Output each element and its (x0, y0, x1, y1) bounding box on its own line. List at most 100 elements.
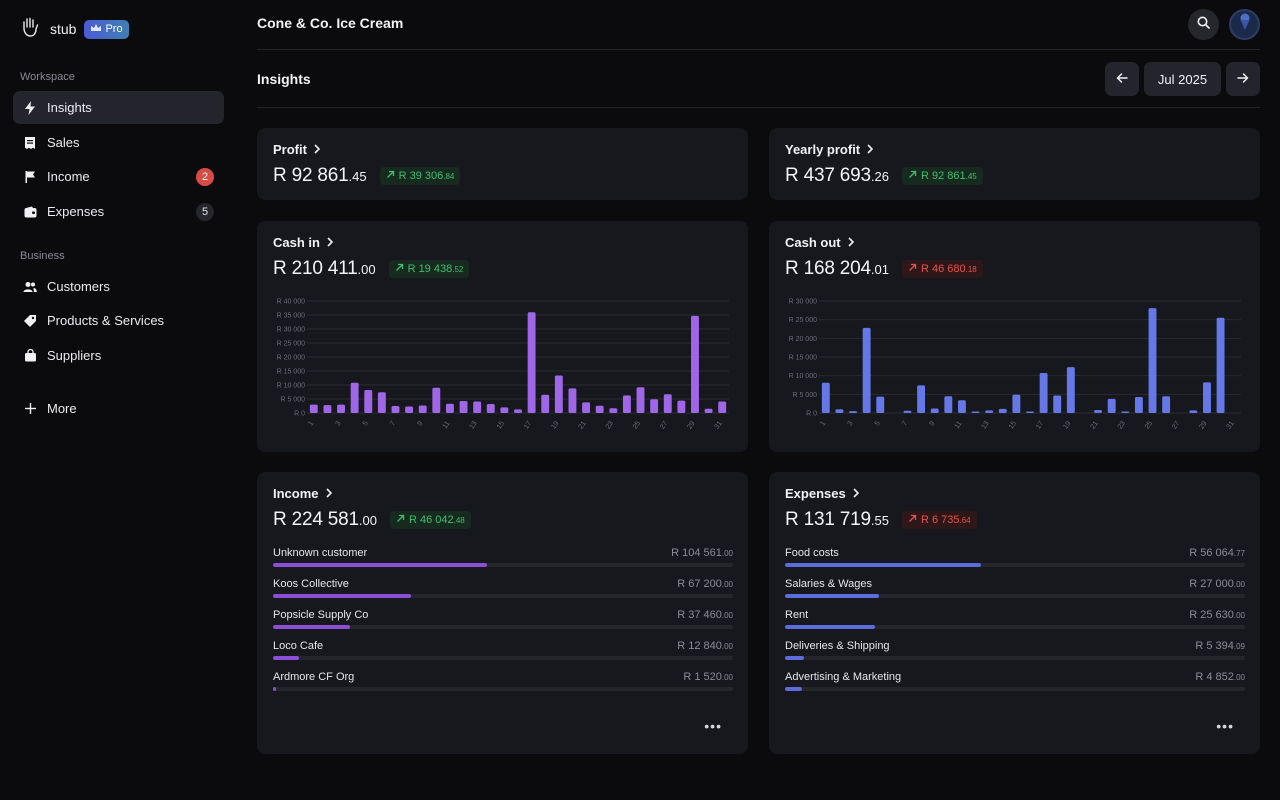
chart-bar[interactable] (364, 390, 373, 413)
chart-bar[interactable] (1134, 396, 1143, 413)
chart-bar[interactable] (622, 395, 631, 413)
chart-bar[interactable] (337, 404, 345, 413)
chart-bar[interactable] (609, 408, 618, 413)
chart-bar[interactable] (903, 410, 912, 413)
chart-bar[interactable] (1162, 396, 1171, 413)
chart-bar[interactable] (1189, 410, 1198, 413)
more-options-button[interactable]: ••• (704, 718, 722, 734)
chart-bar[interactable] (930, 408, 939, 413)
chart-bar[interactable] (1121, 411, 1130, 413)
chart-bar[interactable] (1107, 398, 1116, 413)
sidebar-item-products-services[interactable]: Products & Services (13, 304, 224, 337)
chart-bar[interactable] (1066, 367, 1075, 413)
brand[interactable]: stub Pro (20, 17, 129, 40)
delta-value: R 92 861 (920, 170, 966, 182)
cash-out-card-title[interactable]: Cash out (785, 235, 855, 250)
item-name: Food costs (785, 547, 839, 559)
sidebar-item-income[interactable]: Income 2 (13, 160, 224, 193)
chart-bar[interactable] (350, 382, 359, 413)
chart-bar[interactable] (568, 388, 577, 413)
cash-in-card-title[interactable]: Cash in (273, 235, 334, 250)
chart-bar[interactable] (821, 382, 830, 413)
chart-bar[interactable] (650, 399, 659, 413)
chart-bar[interactable] (876, 396, 885, 413)
list-item[interactable]: Koos Collective R 67 200.00 (273, 577, 733, 608)
chart-bar[interactable] (1203, 382, 1211, 413)
chart-bar[interactable] (514, 409, 522, 413)
sidebar-item-suppliers[interactable]: Suppliers (13, 339, 224, 372)
chart-bar[interactable] (704, 408, 713, 413)
chart-bar[interactable] (849, 411, 857, 413)
list-item[interactable]: Unknown customer R 104 561.00 (273, 546, 733, 577)
chart-bar[interactable] (1053, 395, 1062, 413)
expenses-card-title[interactable]: Expenses (785, 486, 860, 501)
more-options-button[interactable]: ••• (1216, 718, 1234, 734)
chart-bar[interactable] (595, 405, 604, 413)
x-tick-label: 29 (1198, 420, 1208, 430)
sidebar-item-sales[interactable]: Sales (13, 126, 224, 159)
chart-bar[interactable] (445, 403, 454, 413)
chart-bar[interactable] (541, 394, 550, 413)
profit-card-title[interactable]: Profit (273, 142, 321, 157)
chart-bar[interactable] (663, 394, 672, 413)
chart-bar[interactable] (1012, 394, 1021, 413)
chart-bar[interactable] (691, 315, 699, 413)
list-item[interactable]: Popsicle Supply Co R 37 460.00 (273, 608, 733, 639)
sidebar-item-insights[interactable]: Insights (13, 91, 224, 124)
chart-bar[interactable] (554, 375, 563, 413)
chart-bar[interactable] (718, 401, 727, 413)
chart-bar[interactable] (418, 405, 427, 413)
period-selector[interactable]: Jul 2025 (1144, 62, 1221, 96)
chart-bar[interactable] (582, 402, 591, 413)
chart-bar[interactable] (677, 400, 686, 413)
chart-bar[interactable] (971, 411, 980, 413)
search-button[interactable] (1188, 9, 1219, 40)
yearly-profit-card-title[interactable]: Yearly profit (785, 142, 874, 157)
list-item[interactable]: Advertising & Marketing R 4 852.00 (785, 670, 1245, 701)
chart-bar[interactable] (473, 401, 482, 413)
list-item[interactable]: Ardmore CF Org R 1 520.00 (273, 670, 733, 701)
chart-bar[interactable] (405, 406, 414, 413)
chart-bar[interactable] (486, 404, 495, 413)
plus-icon (23, 402, 37, 416)
income-card-title[interactable]: Income (273, 486, 333, 501)
list-item[interactable]: Rent R 25 630.00 (785, 608, 1245, 639)
arrow-up-right-icon (908, 263, 917, 275)
chart-bar[interactable] (459, 400, 468, 413)
sidebar-item-more[interactable]: More (13, 392, 224, 425)
income-breakdown-list: Unknown customer R 104 561.00 Koos Colle… (273, 546, 733, 701)
list-item[interactable]: Salaries & Wages R 27 000.00 (785, 577, 1245, 608)
chart-bar[interactable] (944, 396, 953, 413)
y-tick-label: R 10 000 (789, 373, 818, 380)
chart-bar[interactable] (1094, 410, 1103, 413)
chart-bar[interactable] (1148, 308, 1157, 413)
chart-bar[interactable] (985, 410, 994, 413)
chart-bar[interactable] (391, 406, 400, 413)
chart-bar[interactable] (835, 409, 844, 413)
chart-bar[interactable] (309, 404, 318, 413)
chart-bar[interactable] (1039, 373, 1048, 413)
next-period-button[interactable] (1226, 62, 1260, 96)
chart-bar[interactable] (998, 408, 1007, 413)
list-item[interactable]: Loco Cafe R 12 840.00 (273, 639, 733, 670)
chart-bar[interactable] (500, 407, 509, 413)
sidebar-item-customers[interactable]: Customers (13, 270, 224, 303)
chart-bar[interactable] (636, 387, 645, 413)
chart-bar[interactable] (377, 392, 386, 413)
previous-period-button[interactable] (1105, 62, 1139, 96)
item-value: R 27 000.00 (1189, 578, 1245, 590)
chevron-right-icon (847, 235, 855, 250)
chart-bar[interactable] (1216, 317, 1225, 413)
chart-bar[interactable] (862, 327, 871, 413)
list-item[interactable]: Food costs R 56 064.77 (785, 546, 1245, 577)
chart-bar[interactable] (323, 405, 332, 413)
chart-bar[interactable] (527, 312, 536, 413)
list-item[interactable]: Deliveries & Shipping R 5 394.09 (785, 639, 1245, 670)
sidebar-item-expenses[interactable]: Expenses 5 (13, 195, 224, 228)
chart-bar[interactable] (432, 387, 441, 413)
avatar[interactable] (1229, 9, 1260, 40)
chart-bar[interactable] (1026, 411, 1034, 413)
chart-bar[interactable] (917, 385, 926, 413)
chart-bar[interactable] (957, 400, 966, 413)
item-value: R 37 460.00 (677, 609, 733, 621)
